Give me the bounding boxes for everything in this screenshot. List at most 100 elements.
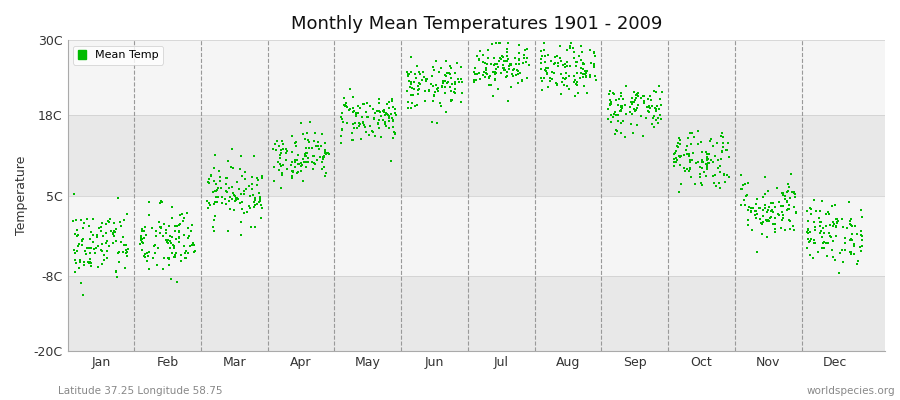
Point xyxy=(706,142,720,149)
Point xyxy=(388,130,402,136)
Point xyxy=(613,108,627,114)
Point xyxy=(444,65,458,72)
Point xyxy=(233,200,248,206)
Point xyxy=(187,242,202,248)
Point xyxy=(105,231,120,237)
Point xyxy=(206,200,220,207)
Point xyxy=(536,53,550,59)
Point xyxy=(375,108,390,114)
Point xyxy=(775,216,789,223)
Point xyxy=(120,253,134,259)
Point xyxy=(699,155,714,161)
Point xyxy=(166,242,180,248)
Point xyxy=(702,151,716,158)
Point xyxy=(570,79,584,86)
Point xyxy=(619,83,634,90)
Point xyxy=(382,105,396,112)
Point xyxy=(368,110,382,116)
Point xyxy=(765,209,779,216)
Point xyxy=(209,188,223,194)
Point xyxy=(737,202,751,208)
Point xyxy=(678,164,692,171)
Point xyxy=(807,224,822,230)
Point xyxy=(544,69,559,76)
Point xyxy=(445,96,459,103)
Point xyxy=(744,205,759,211)
Point xyxy=(444,88,458,94)
Point xyxy=(639,115,653,122)
Point xyxy=(534,60,548,66)
Point xyxy=(135,239,149,246)
Point xyxy=(209,194,223,201)
Point xyxy=(386,124,400,130)
Point xyxy=(575,49,590,55)
Point xyxy=(608,126,623,133)
Point xyxy=(756,218,770,225)
Point xyxy=(402,71,417,78)
Point xyxy=(807,219,822,226)
Point xyxy=(433,100,447,106)
Point xyxy=(556,62,571,68)
Point xyxy=(186,240,201,246)
Point xyxy=(631,90,645,96)
Point xyxy=(516,60,530,66)
Point xyxy=(641,104,655,110)
Point xyxy=(629,107,643,113)
Point xyxy=(641,107,655,114)
Point xyxy=(179,248,194,254)
Point xyxy=(521,62,535,68)
Point xyxy=(274,185,288,191)
Point xyxy=(284,149,299,155)
Point xyxy=(546,61,561,67)
Point xyxy=(614,92,628,99)
Point xyxy=(220,174,234,181)
Point xyxy=(442,70,456,76)
Point xyxy=(150,262,165,268)
Point xyxy=(741,222,755,228)
Point xyxy=(186,248,201,255)
Point xyxy=(699,173,714,179)
Point xyxy=(553,42,567,49)
Point xyxy=(428,58,443,64)
Point xyxy=(298,150,312,157)
Point xyxy=(84,263,98,270)
Point xyxy=(780,180,795,187)
Point xyxy=(750,196,764,202)
Point xyxy=(490,40,504,46)
Point xyxy=(382,98,396,105)
Point xyxy=(75,237,89,244)
Point xyxy=(486,68,500,75)
Point xyxy=(266,164,281,170)
Point xyxy=(206,165,220,171)
Point xyxy=(229,195,243,201)
Point xyxy=(667,151,681,157)
Point xyxy=(814,228,828,234)
Point xyxy=(202,201,217,208)
Point xyxy=(467,77,482,83)
Bar xyxy=(68,40,885,115)
Point xyxy=(419,78,434,85)
Point xyxy=(607,90,621,97)
Point xyxy=(502,62,517,69)
Point xyxy=(579,74,593,80)
Point xyxy=(736,197,751,203)
Point xyxy=(831,218,845,224)
Point xyxy=(349,110,364,117)
Point xyxy=(472,57,486,64)
Point xyxy=(234,232,248,238)
Point xyxy=(184,242,199,248)
Point xyxy=(285,175,300,181)
Point xyxy=(69,233,84,240)
Point xyxy=(219,201,233,208)
Point xyxy=(416,69,430,76)
Point xyxy=(760,217,775,223)
Point xyxy=(73,257,87,263)
Point xyxy=(256,175,270,182)
Point xyxy=(70,232,85,238)
Point xyxy=(559,75,573,82)
Point xyxy=(205,189,220,195)
Point xyxy=(443,63,457,69)
Point xyxy=(517,52,531,58)
Point xyxy=(580,90,595,96)
Point xyxy=(318,148,332,154)
